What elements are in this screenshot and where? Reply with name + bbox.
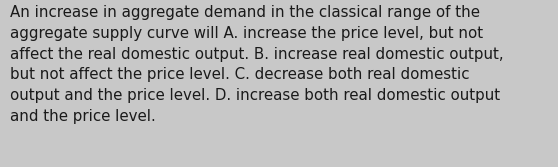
Text: An increase in aggregate demand in the classical range of the
aggregate supply c: An increase in aggregate demand in the c… xyxy=(10,5,504,124)
